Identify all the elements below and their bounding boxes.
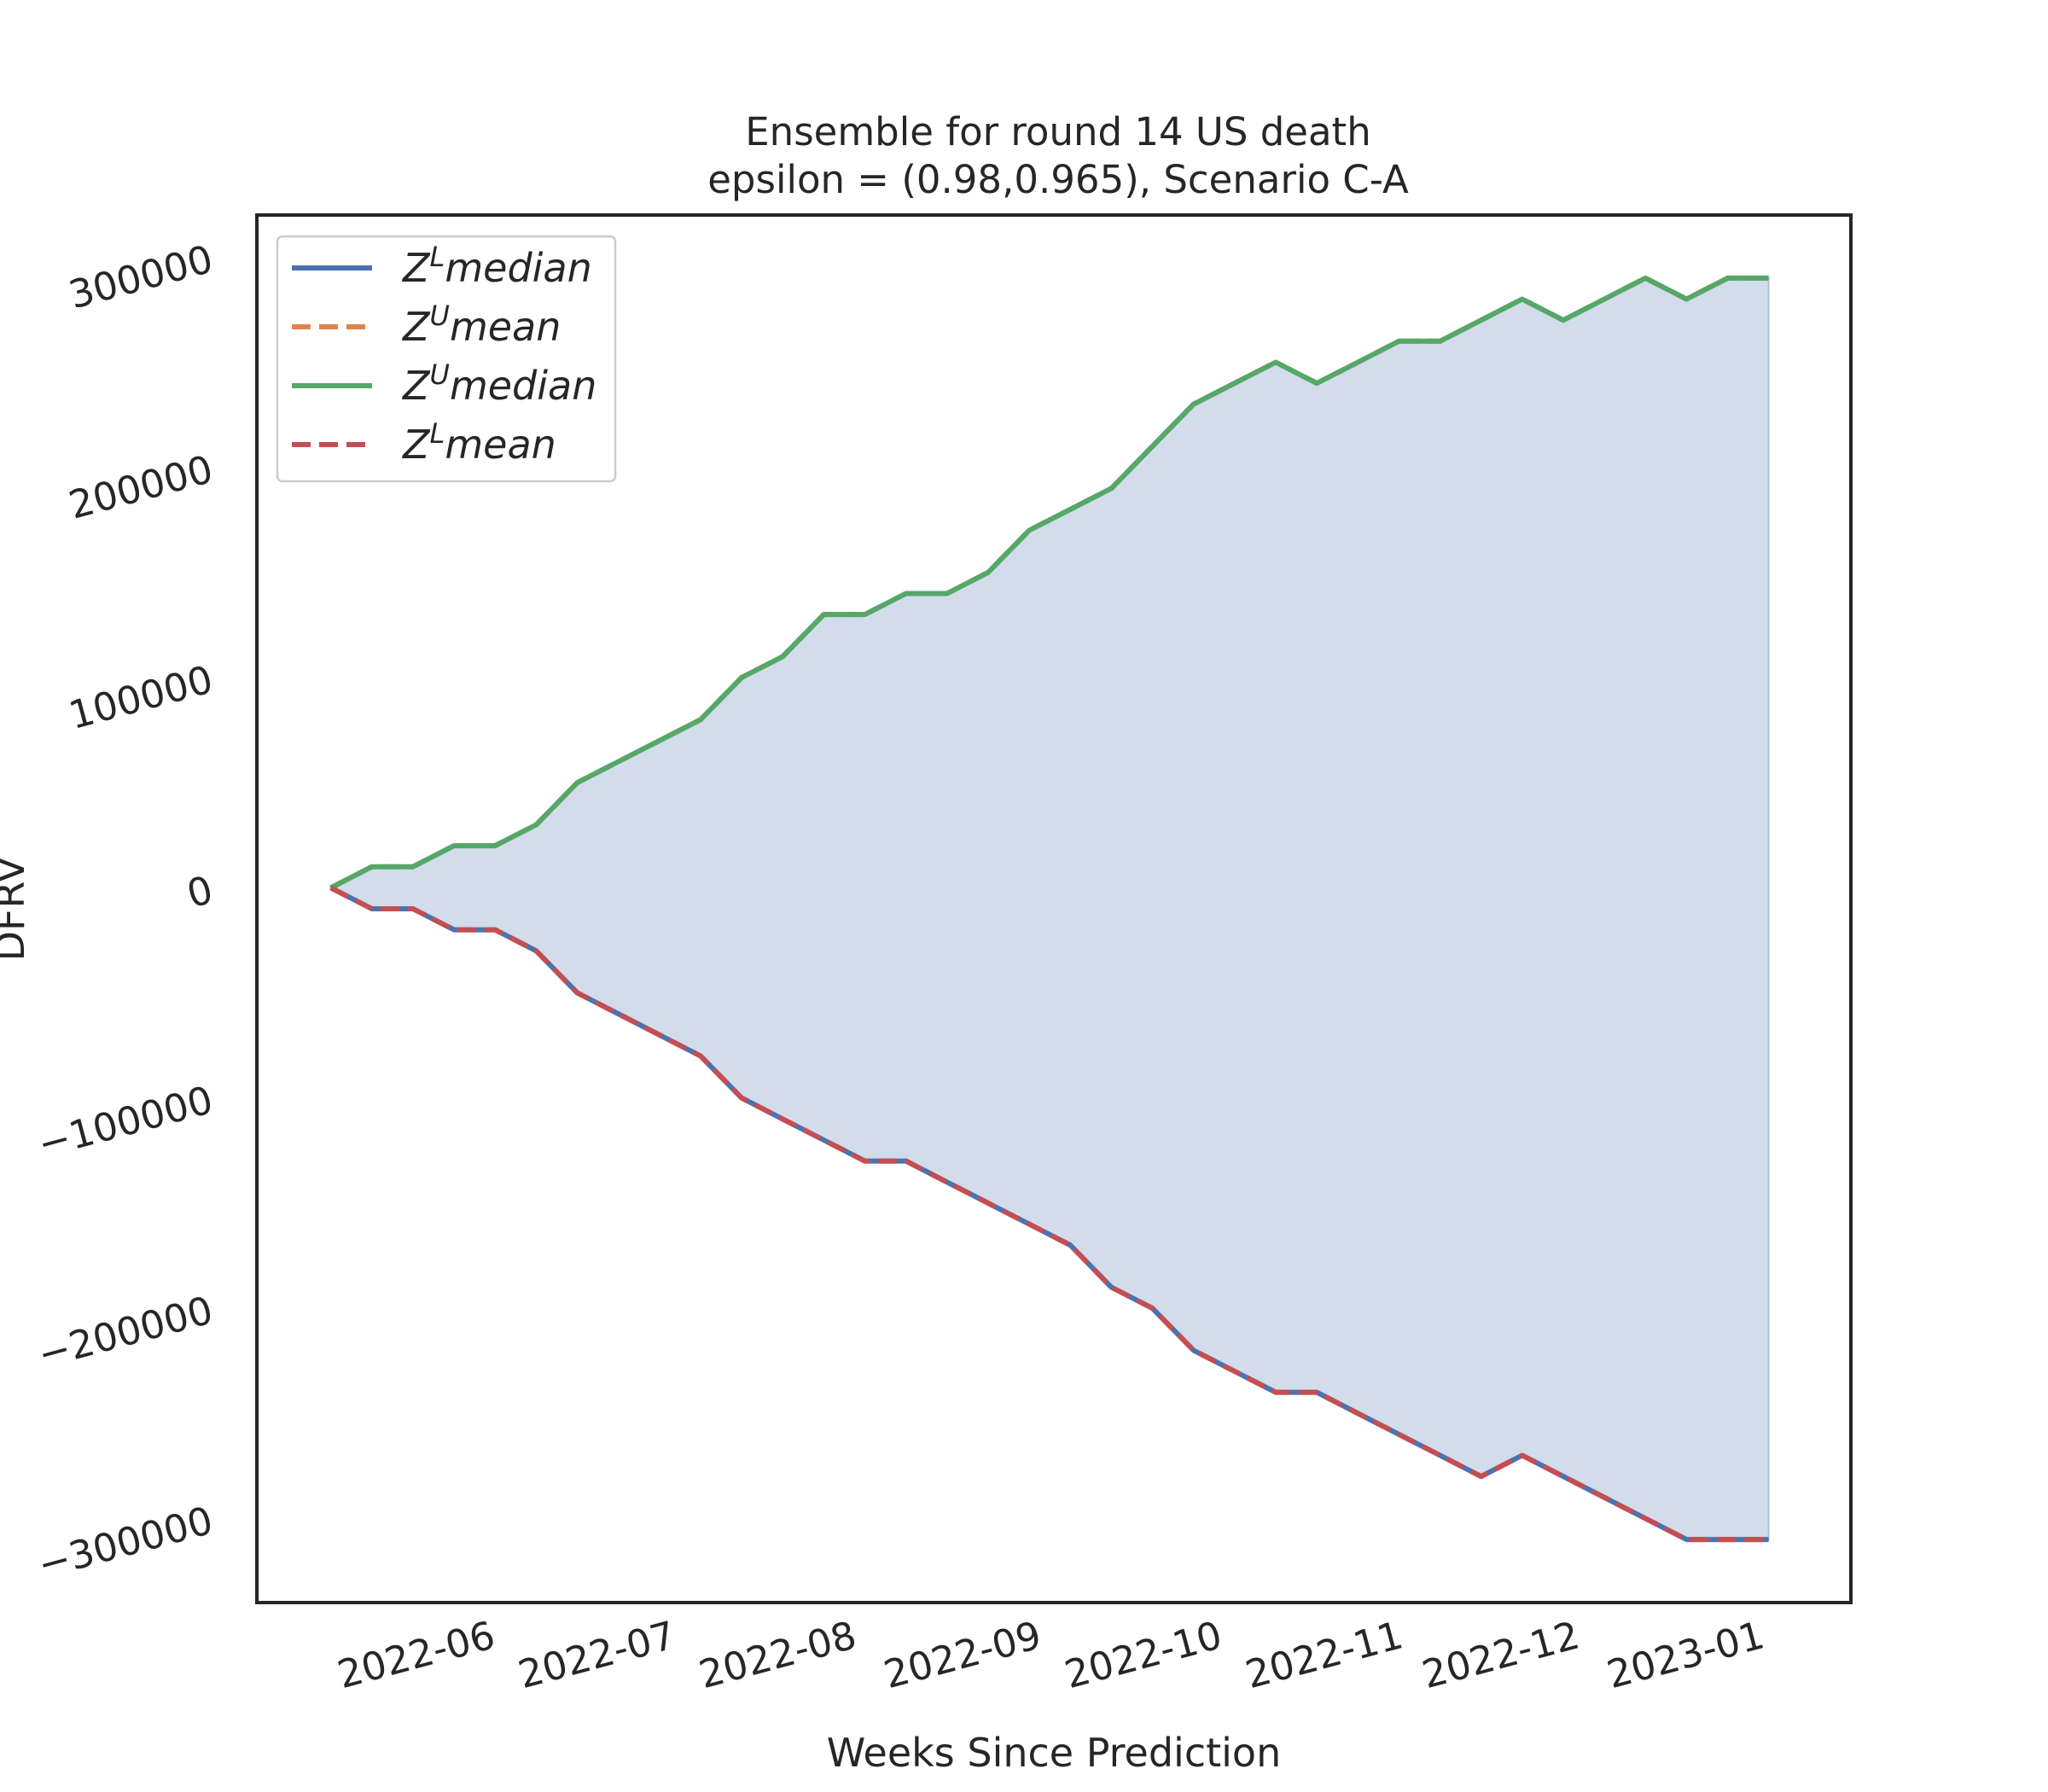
legend-label: ZUmean [401,300,561,350]
legend-label: ZLmean [401,417,556,468]
legend-box [276,235,617,483]
y-tick-label: −100000 [33,1077,218,1167]
axes-frame [255,213,1853,1604]
x-tick-label: 2022-11 [1241,1612,1407,1697]
x-tick-label: 2022-10 [1060,1612,1226,1697]
x-tick-label: 2023-01 [1603,1612,1769,1697]
chart-title: Ensemble for round 14 US death epsilon =… [707,109,1409,202]
y-axis-label: DFRV [0,856,33,961]
y-tick-label: −200000 [33,1288,218,1377]
chart-title-line-2: epsilon = (0.98,0.965), Scenario C-A [707,157,1409,202]
legend-label: ZUmedian [401,358,596,409]
y-tick-label: 300000 [64,236,218,318]
x-axis-label: Weeks Since Prediction [827,1730,1281,1776]
x-tick-label: 2022-06 [333,1612,499,1697]
x-axis-ticks: 2022-06 2022-07 2022-08 2022-09 2022-10 2022-… [333,1612,1769,1697]
chart-title-line-1: Ensemble for round 14 US death [745,109,1370,154]
series-line-zlmean [329,885,1769,1543]
x-tick-label: 2022-12 [1417,1612,1584,1697]
legend-label: ZLmedian [401,241,592,291]
y-tick-label: 0 [182,867,217,917]
x-tick-label: 2022-09 [879,1612,1045,1697]
legend: ZLmedian ZUmean ZUmedian ZLmean [276,235,617,483]
series-line-zumedian [329,275,1769,891]
y-tick-label: 100000 [64,656,218,738]
y-tick-label: 200000 [64,446,218,528]
x-tick-label: 2022-08 [695,1612,861,1697]
plot-area [329,275,1770,1543]
x-tick-label: 2022-07 [514,1612,680,1697]
y-axis-ticks: 300000 200000 100000 0 −100000 −200000 −300000 [33,236,218,1588]
y-tick-label: −300000 [33,1498,218,1587]
